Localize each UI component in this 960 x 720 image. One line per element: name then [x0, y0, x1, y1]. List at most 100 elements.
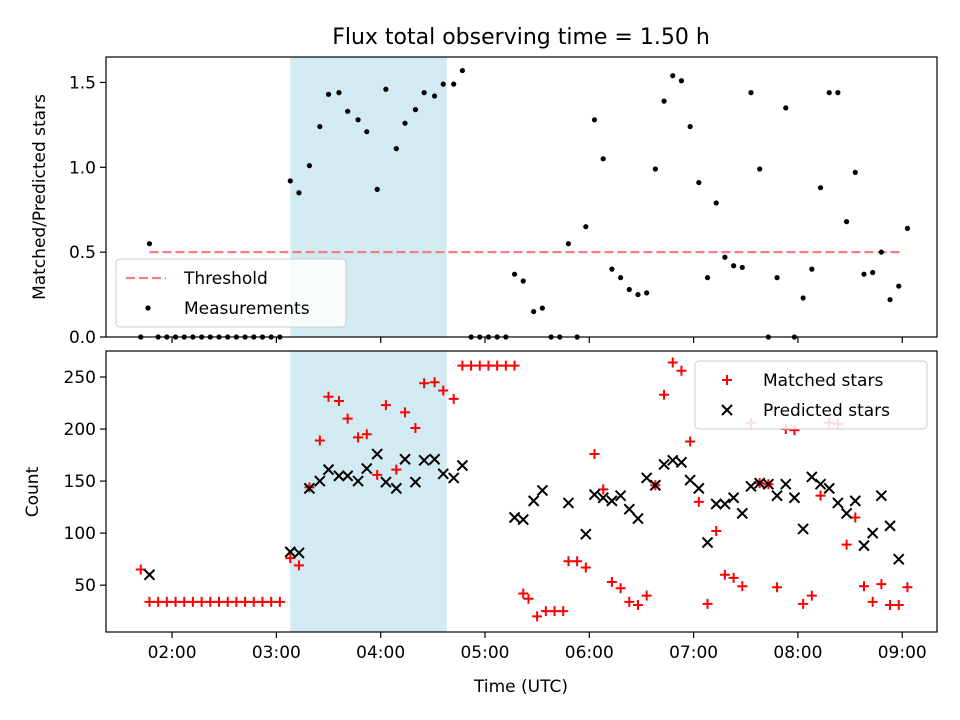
data-point-matched — [342, 413, 353, 424]
data-point-matched — [231, 596, 242, 607]
data-point-matched — [598, 484, 609, 495]
data-point-matched — [728, 572, 739, 583]
x-tick-label: 02:00 — [148, 643, 197, 663]
data-point — [364, 129, 370, 135]
data-point-predicted — [352, 475, 364, 487]
data-point-matched — [391, 464, 402, 475]
data-point-matched — [693, 496, 704, 507]
data-point-matched — [380, 400, 391, 411]
data-point-matched — [719, 569, 730, 580]
x-tick-label: 06:00 — [565, 643, 614, 663]
data-point-predicted — [762, 478, 775, 490]
data-point — [687, 123, 693, 130]
data-point-matched — [867, 596, 878, 607]
data-point-matched — [858, 581, 869, 592]
data-point-predicted — [399, 453, 411, 465]
data-point-matched — [885, 599, 896, 610]
data-point — [325, 91, 332, 97]
data-point — [661, 98, 667, 104]
data-point-predicted — [632, 512, 644, 525]
data-point-predicted — [780, 478, 792, 490]
data-point-predicted — [684, 474, 696, 486]
data-point-predicted — [293, 547, 305, 559]
data-point-matched — [214, 596, 225, 607]
data-point-matched — [798, 598, 809, 609]
data-point-matched — [205, 596, 216, 607]
data-point-predicted — [390, 482, 403, 495]
data-point-predicted — [823, 482, 835, 495]
data-point-matched — [589, 449, 600, 460]
legend-box — [115, 258, 347, 328]
data-point-matched — [353, 432, 364, 443]
data-point — [626, 286, 632, 293]
count-panel: 50 100 150 200 250 02:00 03:00 04:00 05:00 06:00 0… — [64, 350, 938, 663]
data-point-matched — [266, 596, 277, 607]
data-point — [817, 185, 824, 191]
data-point — [451, 81, 457, 87]
data-point-predicted — [866, 527, 879, 539]
data-point-predicted — [849, 495, 861, 507]
data-point-matched — [248, 596, 259, 607]
data-point-predicted — [341, 470, 354, 482]
y-tick-label: 100 — [64, 524, 96, 544]
data-point-predicted — [361, 462, 373, 475]
data-point-matched — [532, 611, 543, 622]
chart-title: Flux total observing time = 1.50 h — [332, 25, 710, 50]
data-point-matched — [492, 360, 503, 371]
y-axis-label-count: Count — [23, 466, 43, 517]
data-point-matched — [474, 360, 485, 371]
data-point — [809, 266, 815, 272]
data-point-predicted — [649, 479, 662, 491]
data-point-predicted — [745, 480, 757, 493]
data-point — [678, 78, 685, 84]
data-point-matched — [549, 606, 560, 617]
data-point-matched — [293, 560, 304, 571]
data-point-predicted — [771, 489, 783, 502]
data-point — [412, 107, 419, 113]
data-point — [704, 275, 711, 281]
data-point — [355, 117, 361, 123]
x-tick-label: 08:00 — [773, 643, 822, 663]
data-point — [583, 224, 589, 230]
data-point — [317, 123, 323, 130]
data-point-matched — [615, 583, 626, 594]
data-point-predicted — [736, 507, 748, 520]
data-point — [287, 178, 293, 184]
data-point-matched — [274, 596, 285, 607]
data-point-predicted — [701, 536, 714, 549]
data-point-matched — [667, 357, 678, 368]
data-point-matched — [806, 590, 817, 601]
data-point-predicted — [710, 498, 722, 510]
data-point — [374, 186, 380, 192]
axes-frame — [105, 350, 938, 633]
data-point — [383, 86, 389, 92]
data-point — [402, 120, 408, 126]
data-point-matched — [563, 556, 574, 567]
y-tick-label: 1.5 — [69, 73, 96, 93]
data-point-predicted — [814, 478, 827, 490]
legend-dot-marker — [145, 305, 151, 311]
y-tick-label: 50 — [74, 576, 96, 596]
data-point-matched — [685, 436, 696, 447]
data-point — [644, 290, 650, 296]
data-point — [600, 156, 606, 162]
data-point — [783, 105, 789, 111]
data-point-predicted — [588, 488, 601, 501]
data-point-predicted — [875, 489, 888, 502]
data-point-matched — [876, 579, 887, 590]
legend-label: Matched stars — [763, 371, 883, 391]
data-point-predicted — [858, 539, 870, 552]
data-point — [774, 275, 780, 281]
data-point-matched — [518, 588, 529, 599]
data-point-matched — [606, 577, 617, 588]
x-tick-label: 07:00 — [669, 643, 718, 663]
data-point-matched — [144, 596, 155, 607]
data-point-matched — [711, 526, 722, 537]
data-point — [896, 283, 902, 289]
data-point-predicted — [508, 511, 521, 524]
y-tick-label: 0.5 — [69, 243, 96, 263]
data-point — [835, 90, 841, 96]
legend-label: Predicted stars — [763, 401, 890, 421]
data-point-matched — [737, 581, 748, 592]
